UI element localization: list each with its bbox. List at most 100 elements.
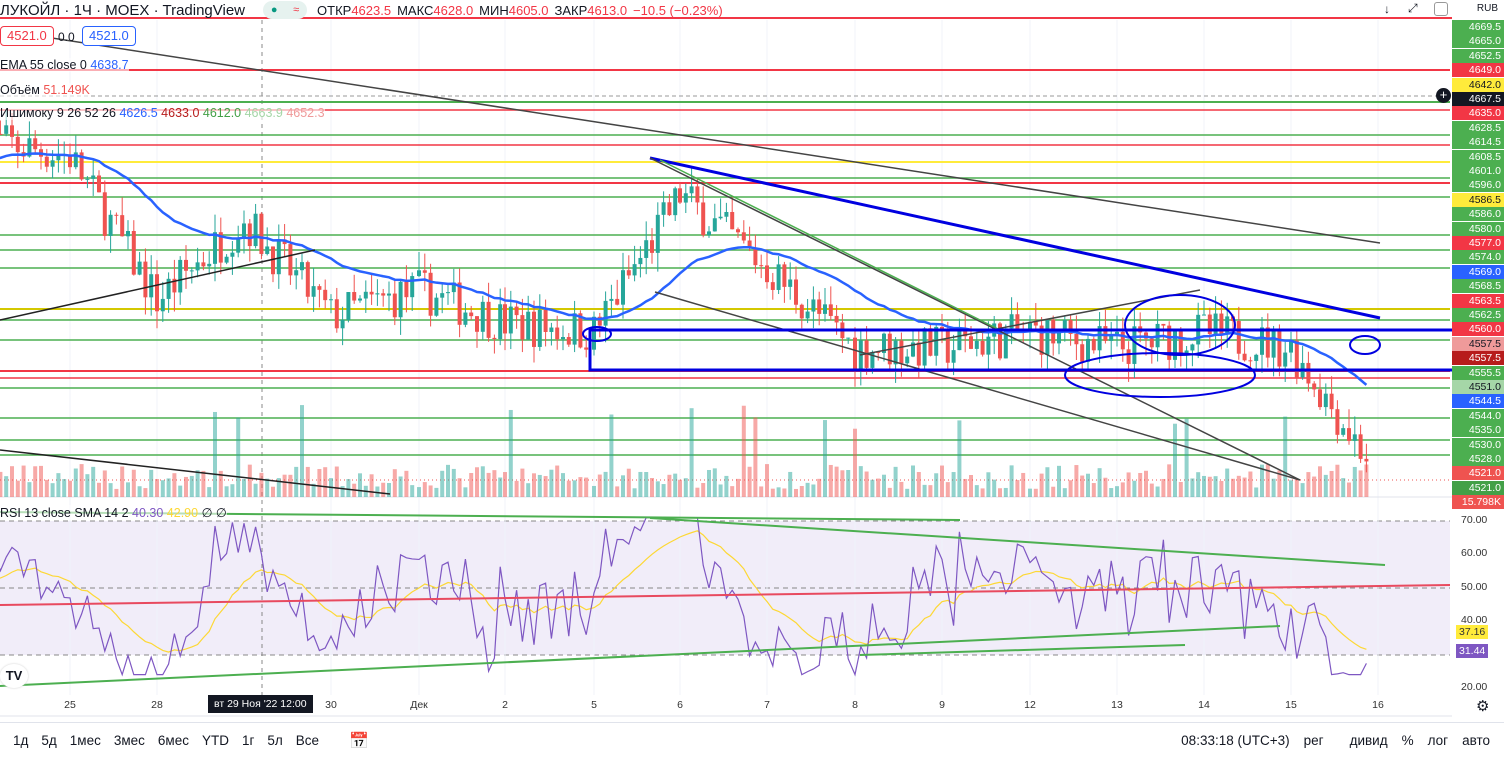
- volume-bar: [695, 487, 700, 497]
- trend-line: [659, 159, 1001, 331]
- candle-body: [166, 278, 171, 299]
- fullscreen-icon[interactable]: ⤢: [1408, 1, 1418, 15]
- volume-bar: [514, 480, 519, 497]
- volume-bar: [1015, 480, 1020, 497]
- candle-body: [1149, 338, 1154, 348]
- dividends-toggle[interactable]: дивид: [1349, 732, 1388, 748]
- price-label: 15.798K: [1452, 495, 1504, 510]
- volume-bar: [131, 469, 136, 497]
- volume-bar: [149, 469, 154, 497]
- candle-body: [417, 270, 421, 277]
- range-1[interactable]: 5д: [41, 733, 57, 748]
- candle-body: [480, 301, 485, 332]
- volume-bar: [765, 464, 769, 497]
- settings-gear-icon[interactable]: ⚙: [1476, 698, 1490, 715]
- candle-body: [1213, 313, 1218, 335]
- symbol-title[interactable]: ЛУКОЙЛ · 1Ч · MOEX · TradingView: [0, 1, 246, 19]
- volume-bar: [340, 486, 345, 497]
- volume-bar: [1236, 475, 1241, 497]
- rsi-axis-label: 70.00: [1461, 514, 1488, 526]
- candle-body: [945, 329, 950, 363]
- range-0[interactable]: 1д: [13, 733, 29, 748]
- range-6[interactable]: 1г: [241, 733, 255, 748]
- candle-body: [265, 246, 270, 254]
- price-axis[interactable]: RUB 4669.5 4665.0 4652.5 4649.0 4642.0 4667.5…: [1452, 0, 1504, 510]
- candle-body: [667, 202, 672, 216]
- candle-body: [543, 309, 548, 332]
- price-label: 4528.0: [1452, 452, 1504, 466]
- candle-body: [137, 261, 142, 275]
- sell-button[interactable]: 4521.0: [0, 26, 54, 46]
- candle-body: [1120, 331, 1125, 350]
- candle-body: [846, 337, 851, 339]
- range-5[interactable]: YTD: [201, 733, 229, 748]
- candle-body: [288, 244, 293, 276]
- candle-body: [561, 337, 565, 340]
- volume-bar: [650, 478, 654, 497]
- range-2[interactable]: 1мес: [69, 733, 101, 748]
- tradingview-logo[interactable]: TV: [0, 664, 28, 688]
- volume-bar: [508, 409, 513, 497]
- candle-body: [207, 263, 212, 267]
- volume-legend[interactable]: Объём 51.149K: [0, 83, 90, 97]
- price-label: 4557.5: [1452, 336, 1504, 351]
- ema-legend[interactable]: EMA 55 close 0 4638.7: [0, 58, 129, 72]
- volume-bar: [707, 469, 711, 497]
- percent-toggle[interactable]: %: [1401, 732, 1414, 748]
- currency-selector[interactable]: RUB: [1476, 3, 1498, 14]
- volume-bar: [621, 475, 625, 497]
- volume-bar: [963, 478, 968, 497]
- market-status[interactable]: ● ≈: [263, 1, 308, 19]
- maximize-icon[interactable]: [1434, 2, 1448, 16]
- candle-body: [218, 232, 223, 263]
- price-label: 4562.5: [1452, 308, 1504, 322]
- candle-body: [683, 193, 688, 203]
- volume-bar: [1184, 418, 1189, 497]
- candle-body: [584, 347, 589, 350]
- volume-bar: [1352, 466, 1357, 497]
- volume-bar: [526, 483, 531, 497]
- session-button[interactable]: рег: [1303, 732, 1324, 748]
- volume-bar: [1219, 480, 1224, 497]
- scroll-down-icon[interactable]: ↓: [1384, 2, 1390, 16]
- volume-bar: [276, 478, 281, 497]
- volume-bar: [381, 482, 386, 497]
- candle-body: [242, 223, 246, 239]
- candle-body: [434, 297, 439, 316]
- ohlc-ЗАКР: ЗАКР4613.0: [554, 2, 628, 18]
- candle-body: [922, 328, 927, 366]
- volume-bar: [1242, 477, 1247, 497]
- candle-body: [899, 340, 904, 364]
- auto-toggle[interactable]: авто: [1462, 732, 1490, 748]
- range-3[interactable]: 3мес: [113, 733, 145, 748]
- volume-bar: [934, 473, 939, 497]
- candle-body: [0, 133, 3, 135]
- volume-bar: [864, 471, 869, 497]
- volume-bar: [469, 473, 474, 497]
- add-plus-icon[interactable]: +: [1436, 88, 1451, 103]
- range-4[interactable]: 6мес: [157, 733, 189, 748]
- volume-bar: [998, 488, 1002, 497]
- range-8[interactable]: Все: [295, 733, 320, 748]
- volume-bar: [172, 473, 177, 497]
- volume-bar: [1155, 486, 1160, 497]
- volume-bar: [794, 488, 798, 497]
- buy-button[interactable]: 4521.0: [82, 26, 136, 46]
- spread: 0.0: [58, 30, 75, 44]
- volume-bar: [799, 486, 804, 497]
- volume-bar: [1149, 483, 1154, 497]
- range-7[interactable]: 5л: [267, 733, 283, 748]
- time-axis-label: 9: [939, 699, 945, 711]
- candle-body: [352, 292, 357, 301]
- volume-bar: [899, 481, 904, 497]
- log-toggle[interactable]: лог: [1427, 732, 1449, 748]
- price-label: 4521.0: [1452, 466, 1504, 481]
- trend-line: [654, 291, 1301, 481]
- candle-body: [644, 240, 649, 258]
- ichimoku-legend[interactable]: Ишимоку 9 26 52 26 4626.5 4633.0 4612.0 …: [0, 106, 325, 120]
- goto-date-calendar-icon[interactable]: 📅: [349, 732, 369, 750]
- candle-body: [1091, 338, 1096, 351]
- volume-bar: [770, 488, 775, 497]
- rsi-legend[interactable]: RSI 13 close SMA 14 2 40.30 42.90 ∅ ∅: [0, 505, 227, 520]
